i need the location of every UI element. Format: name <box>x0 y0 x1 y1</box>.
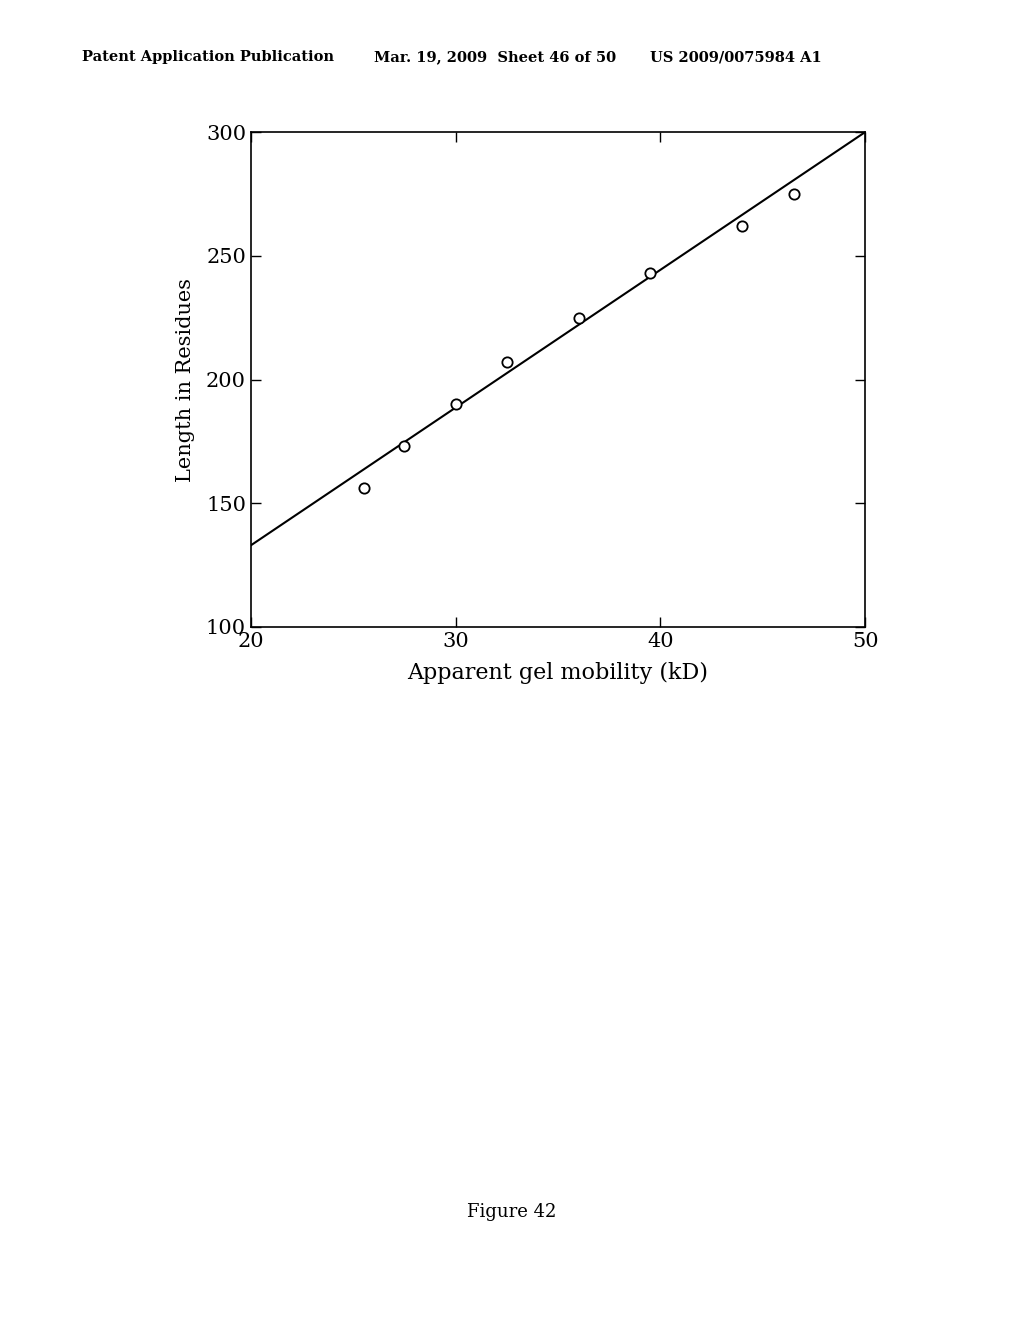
Point <box>785 183 802 205</box>
Text: Mar. 19, 2009  Sheet 46 of 50: Mar. 19, 2009 Sheet 46 of 50 <box>374 50 615 65</box>
Point <box>396 436 413 457</box>
Point <box>447 393 464 414</box>
Text: Figure 42: Figure 42 <box>467 1203 557 1221</box>
Point <box>734 215 751 236</box>
Text: Patent Application Publication: Patent Application Publication <box>82 50 334 65</box>
Point <box>570 308 587 329</box>
Point <box>499 351 515 372</box>
Y-axis label: Length in Residues: Length in Residues <box>176 277 195 482</box>
Text: US 2009/0075984 A1: US 2009/0075984 A1 <box>650 50 822 65</box>
Point <box>355 478 372 499</box>
X-axis label: Apparent gel mobility (kD): Apparent gel mobility (kD) <box>408 661 709 684</box>
Point <box>642 263 658 284</box>
